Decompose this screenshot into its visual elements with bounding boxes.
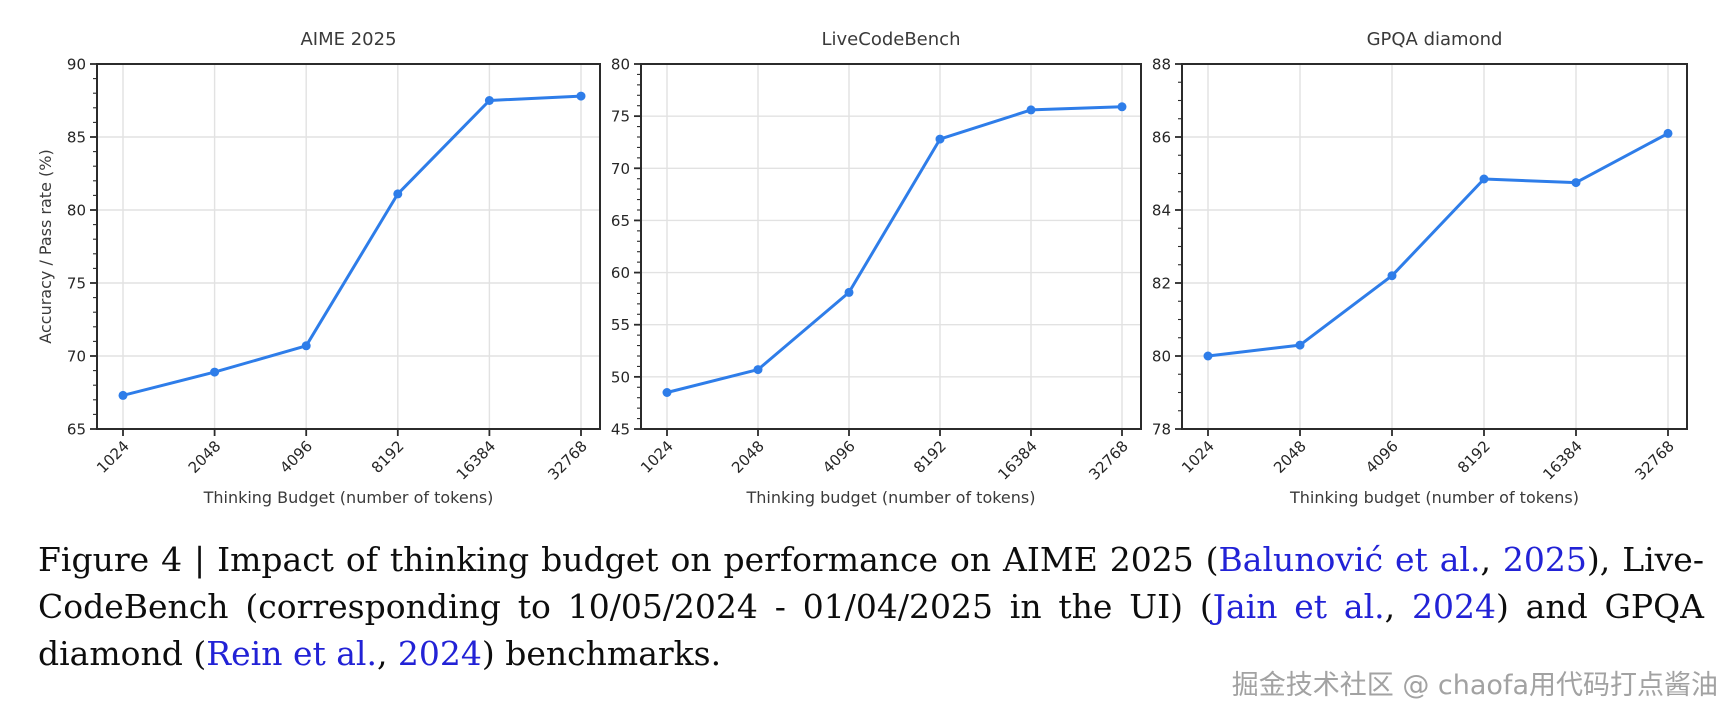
series-line <box>1206 131 1670 358</box>
x-axis-label: Thinking Budget (number of tokens) <box>203 488 494 507</box>
plot-border <box>640 63 1142 430</box>
y-tick-label: 88 <box>1152 56 1171 74</box>
x-tick-label: 2048 <box>1270 437 1310 477</box>
x-tick-label: 4096 <box>276 437 316 477</box>
y-tick-label: 55 <box>611 316 630 334</box>
data-point <box>753 365 763 375</box>
caption-line: diamond (Rein et al., 2024) benchmarks. <box>38 630 1704 677</box>
x-tick-label: 16384 <box>453 437 499 483</box>
data-point <box>1203 351 1213 361</box>
x-tick-label: 8192 <box>368 437 408 477</box>
y-tick-label: 80 <box>1152 348 1171 366</box>
data-point <box>576 91 586 101</box>
x-tick-label: 2048 <box>185 437 225 477</box>
x-tick-label: 16384 <box>1539 437 1585 483</box>
charts-canvas: 65 70 75 80 85 90 1024 2048 4096 8192 16384 32768 AI… <box>36 29 1688 507</box>
charts-row: 65 70 75 80 85 90 1024 2048 4096 8192 16384 32768 AI… <box>36 29 1688 507</box>
y-axis-label: Accuracy / Pass rate (%) <box>36 149 55 343</box>
chart-title: AIME 2025 <box>300 29 396 50</box>
x-tick-label: 1024 <box>1178 437 1218 477</box>
y-tick-label: 84 <box>1152 202 1171 220</box>
citation-link[interactable]: 2024 <box>1411 587 1496 626</box>
data-point <box>393 189 403 199</box>
y-tick-label: 82 <box>1152 275 1171 293</box>
y-tick-label: 65 <box>611 212 630 230</box>
x-tick-label: 32768 <box>544 437 590 483</box>
x-tick-label: 4096 <box>819 437 859 477</box>
y-tick-label: 70 <box>611 160 630 178</box>
data-point <box>301 341 311 351</box>
data-point <box>210 367 220 377</box>
y-tick-label: 75 <box>67 275 86 293</box>
data-point <box>1026 105 1036 115</box>
chart-gpqa-diamond: 78 80 82 84 86 88 1024 2048 4096 8192 16384 32768 GP… <box>1152 29 1688 507</box>
plot-border <box>1181 63 1688 430</box>
data-point <box>118 390 128 400</box>
x-tick-label: 32768 <box>1631 437 1677 483</box>
x-tick-label: 2048 <box>728 437 768 477</box>
x-tick-label: 8192 <box>910 437 950 477</box>
data-point <box>1117 102 1127 112</box>
x-tick-label: 4096 <box>1362 437 1402 477</box>
caption-text: CodeBench (corresponding to 10/05/2024 -… <box>38 587 1213 626</box>
x-tick-label: 1024 <box>93 437 133 477</box>
citation-link[interactable]: Jain et al. <box>1212 587 1385 626</box>
figure-caption: Figure 4 | Impact of thinking budget on … <box>38 536 1704 677</box>
plot-border <box>96 63 601 430</box>
y-tick-label: 85 <box>67 129 86 147</box>
chart-livecodebench: 45 50 55 60 65 70 75 80 1024 2048 4096 8192 16384 327… <box>611 29 1142 507</box>
data-point <box>935 134 945 144</box>
caption-text: diamond ( <box>38 634 207 673</box>
y-tick-label: 86 <box>1152 129 1171 147</box>
x-tick-label: 32768 <box>1085 437 1131 483</box>
data-point <box>1479 174 1489 184</box>
y-tick-label: 50 <box>611 368 630 386</box>
data-point <box>1663 128 1673 138</box>
caption-text: ) benchmarks. <box>481 634 722 673</box>
data-point <box>1295 340 1305 350</box>
y-tick-label: 80 <box>611 56 630 74</box>
series-line <box>665 105 1124 394</box>
caption-line: CodeBench (corresponding to 10/05/2024 -… <box>38 583 1704 630</box>
caption-text: ), Live- <box>1586 540 1704 579</box>
y-tick-label: 78 <box>1152 421 1171 439</box>
chart-title: LiveCodeBench <box>822 29 961 50</box>
y-tick-label: 45 <box>611 421 630 439</box>
y-tick-label: 75 <box>611 108 630 126</box>
citation-link[interactable]: Rein et al. <box>206 634 377 673</box>
caption-text: ) and GPQA <box>1495 587 1705 626</box>
x-tick-label: 8192 <box>1454 437 1494 477</box>
y-tick-label: 70 <box>67 348 86 366</box>
x-axis-label: Thinking budget (number of tokens) <box>745 488 1035 507</box>
caption-text: , <box>1480 540 1503 579</box>
x-tick-label: 1024 <box>637 437 677 477</box>
series-line <box>121 94 583 397</box>
citation-link[interactable]: Balunović et al. <box>1218 540 1481 579</box>
citation-link[interactable]: 2024 <box>397 634 482 673</box>
data-point <box>1571 178 1581 188</box>
y-tick-label: 60 <box>611 264 630 282</box>
x-tick-label: 16384 <box>994 437 1040 483</box>
data-point <box>844 287 854 297</box>
y-tick-label: 90 <box>67 56 86 74</box>
caption-text: Figure 4 | Impact of thinking budget on … <box>38 540 1219 579</box>
citation-link[interactable]: 2025 <box>1502 540 1587 579</box>
data-point <box>484 96 494 105</box>
watermark: 掘金技术社区 @ chaofa用代码打点酱油 <box>1231 670 1718 701</box>
caption-text: , <box>1384 587 1412 626</box>
y-tick-label: 65 <box>67 421 86 439</box>
chart-title: GPQA diamond <box>1367 29 1503 50</box>
caption-line: Figure 4 | Impact of thinking budget on … <box>38 536 1704 583</box>
x-axis-label: Thinking budget (number of tokens) <box>1289 488 1579 507</box>
data-point <box>1387 271 1397 281</box>
caption-text: , <box>376 634 398 673</box>
data-point <box>662 388 672 397</box>
y-tick-label: 80 <box>67 202 86 220</box>
chart-aime-2025: 65 70 75 80 85 90 1024 2048 4096 8192 16384 32768 AI… <box>36 29 601 507</box>
